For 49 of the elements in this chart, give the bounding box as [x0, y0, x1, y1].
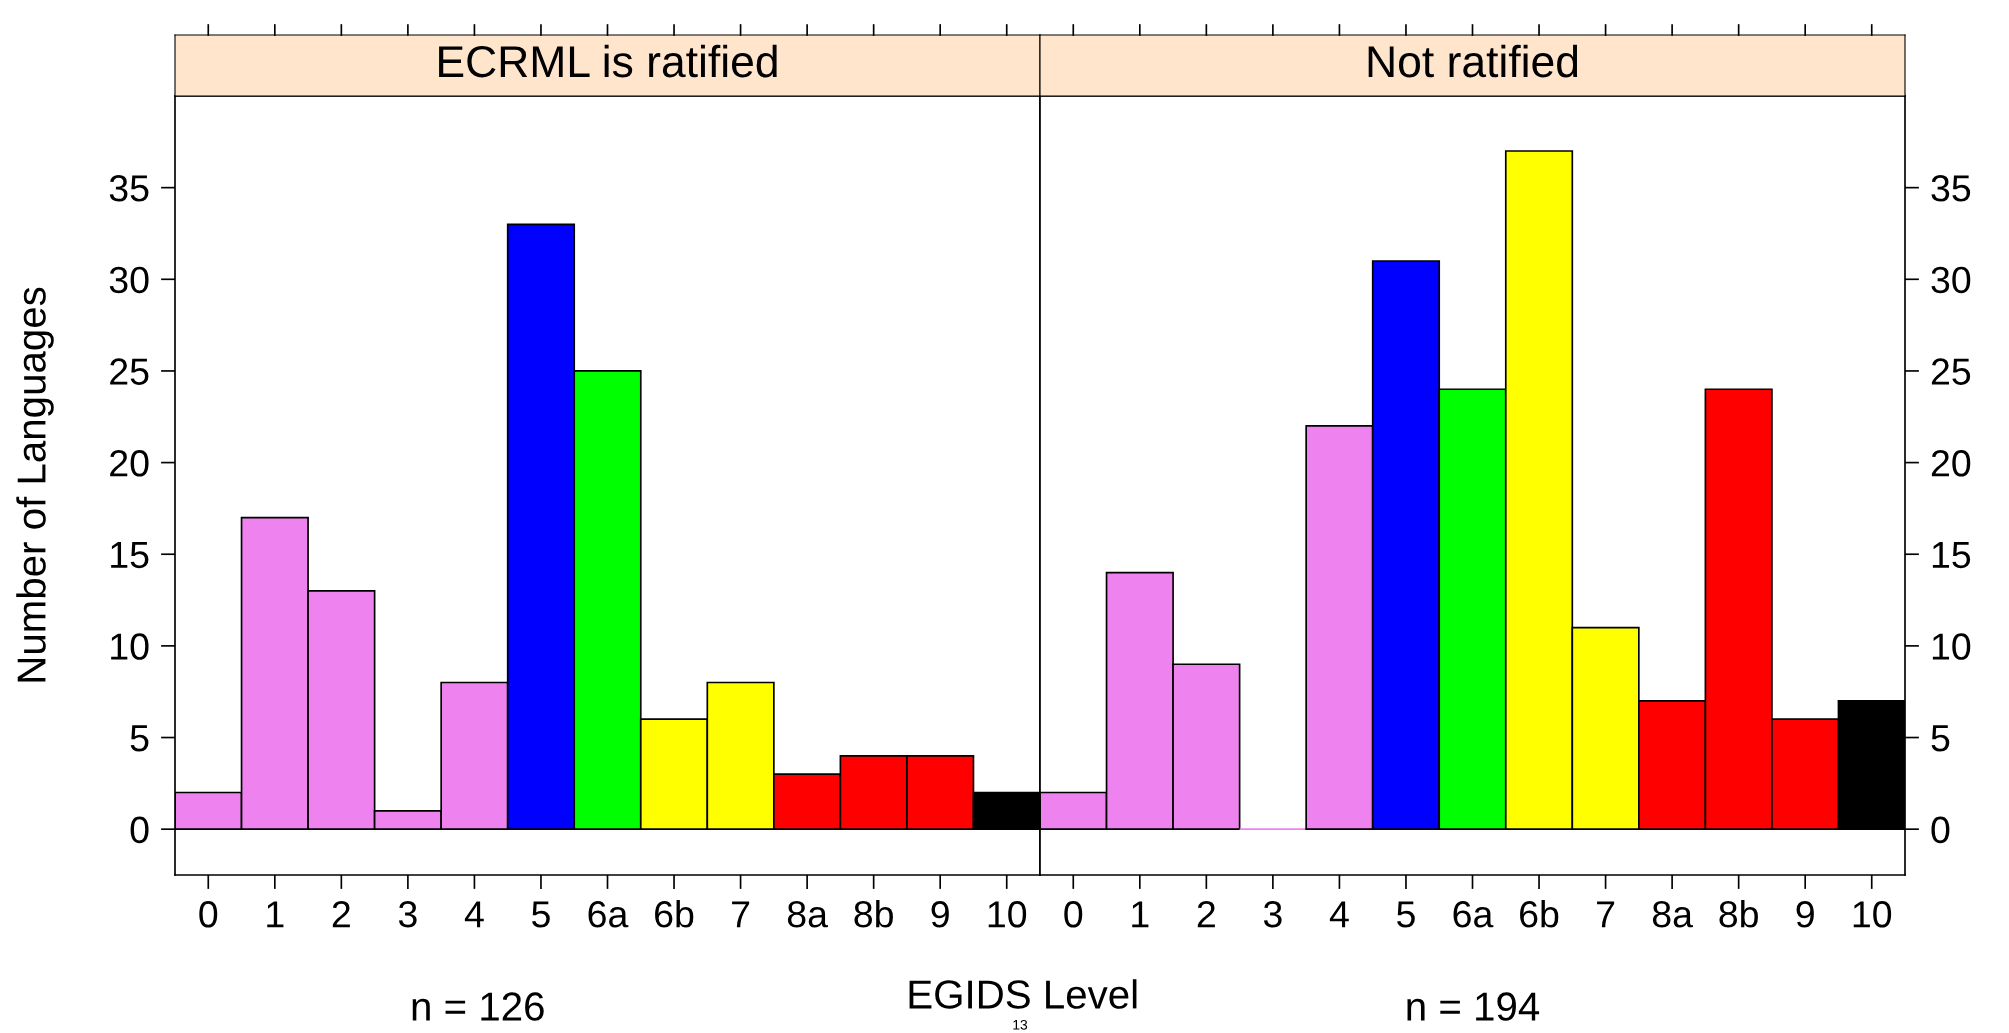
- x-tick-label: 6b: [655, 900, 694, 928]
- text: n = 194: [1407, 992, 1540, 1021]
- x-tick-label: 5: [1397, 901, 1415, 928]
- text: 13: [1013, 1019, 1028, 1030]
- x-tick-label: 7: [732, 901, 750, 928]
- x-tick-label: 6a: [1453, 900, 1494, 928]
- y-axis-title: Number of Languages: [16, 287, 54, 682]
- y-tick-label: 25: [1931, 358, 1971, 385]
- x-axis-title: EGIDS Level: [909, 979, 1137, 1009]
- y-tick-label: 15: [111, 542, 149, 569]
- text: n = 126: [412, 992, 544, 1021]
- x-tick-label: 9: [1796, 900, 1814, 928]
- y-tick-label: 35: [109, 175, 149, 202]
- y-tick-label: 20: [110, 449, 149, 477]
- x-tick-label: 2: [332, 900, 350, 928]
- x-tick-label: 6a: [588, 900, 629, 928]
- x-tick-label: 10: [1853, 900, 1892, 928]
- x-tick-label: 0: [1064, 900, 1083, 928]
- y-tick-label: 10: [1932, 633, 1971, 660]
- x-tick-label: 10: [988, 900, 1027, 928]
- x-tick-label: 8b: [854, 900, 893, 928]
- y-tick-label: 10: [111, 633, 149, 660]
- y-tick-label: 25: [110, 358, 149, 385]
- x-tick-label: 6b: [1520, 900, 1559, 928]
- x-tick-label: 3: [1263, 900, 1282, 928]
- x-tick-label: 8a: [787, 900, 828, 928]
- x-tick-label: 8a: [1652, 900, 1693, 928]
- y-tick-label: 20: [1931, 449, 1971, 477]
- y-tick-label: 30: [1931, 266, 1971, 294]
- y-tick-label: 15: [1932, 542, 1971, 569]
- x-tick-label: 3: [398, 900, 417, 928]
- x-tick-label: 9: [931, 900, 949, 928]
- x-tick-label: 4: [1329, 901, 1349, 928]
- x-tick-label: 2: [1197, 900, 1215, 928]
- x-tick-label: 1: [267, 901, 284, 928]
- y-tick-label: 0: [1931, 816, 1950, 844]
- y-tick-label: 5: [130, 725, 149, 752]
- x-tick-label: 7: [1597, 901, 1615, 928]
- x-tick-label: 1: [1132, 901, 1149, 928]
- y-tick-label: 35: [1931, 175, 1971, 202]
- x-tick-label: 8b: [1719, 900, 1758, 928]
- chart-title: Not ratified: [1368, 44, 1578, 78]
- y-tick-label: 30: [109, 266, 149, 294]
- y-tick-label: 5: [1931, 725, 1950, 752]
- x-tick-label: 4: [464, 901, 484, 928]
- x-tick-label: 5: [532, 901, 550, 928]
- y-tick-label: 0: [130, 816, 149, 844]
- chart-title: ECRML is ratified: [439, 44, 777, 78]
- x-tick-label: 0: [199, 900, 218, 928]
